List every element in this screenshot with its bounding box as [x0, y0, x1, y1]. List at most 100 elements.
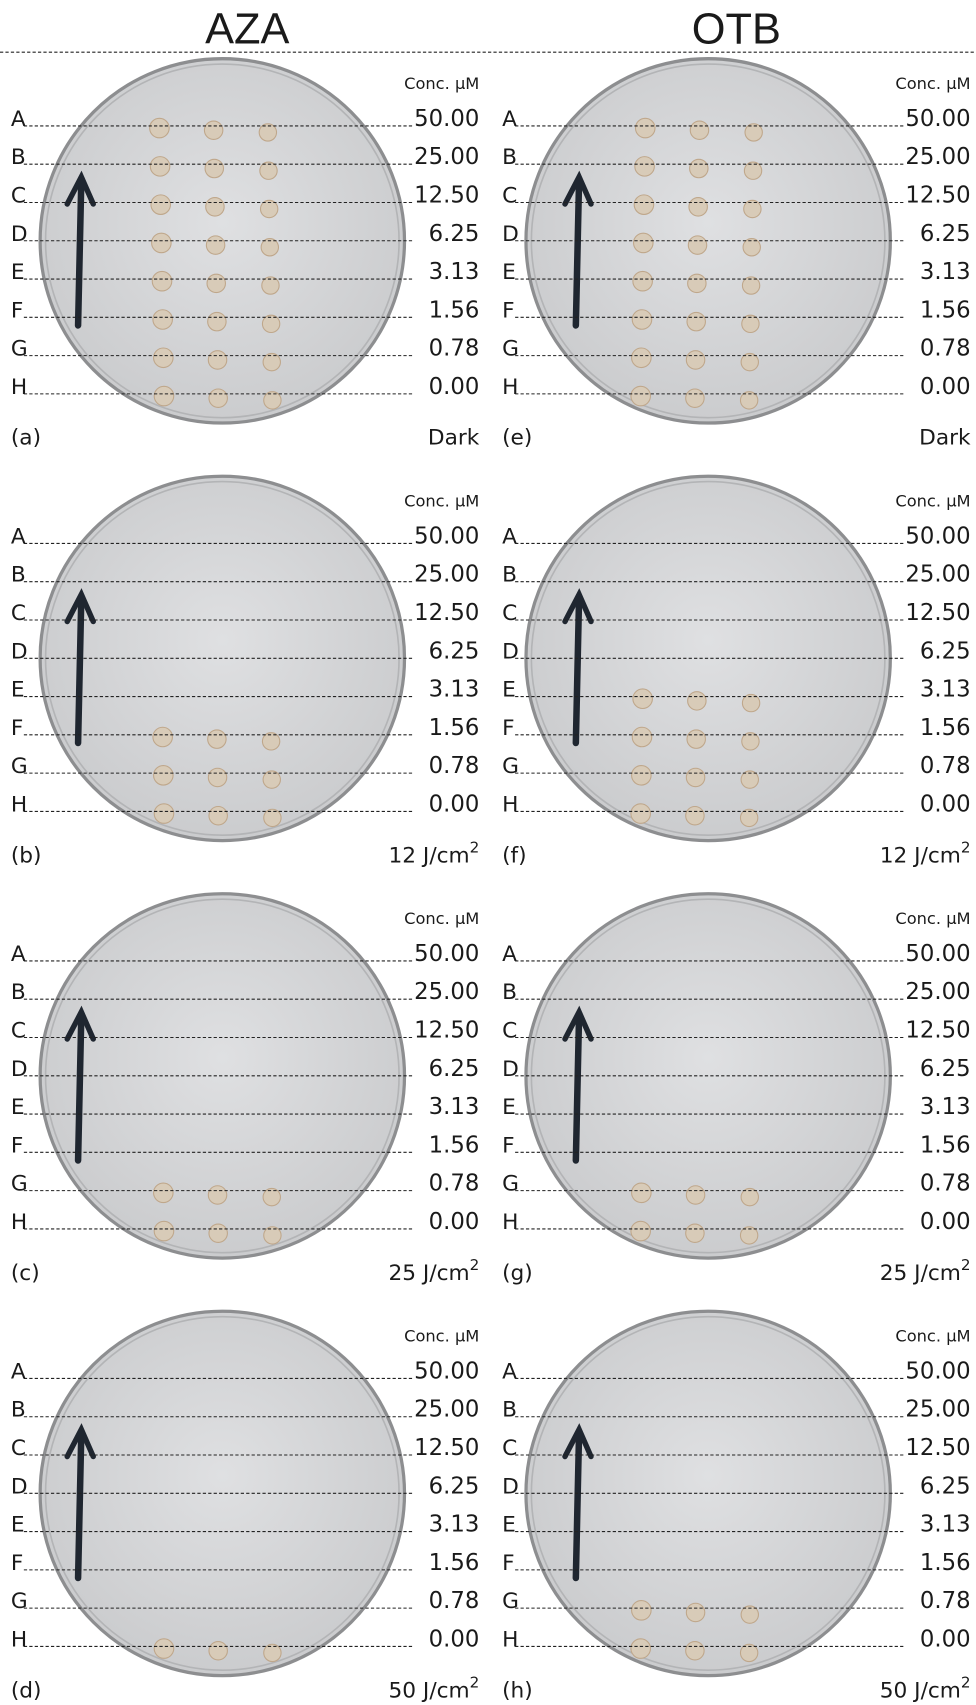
concentration: 3.13: [429, 1094, 480, 1120]
row-label: G: [11, 1172, 28, 1197]
panel-label: (e): [502, 426, 532, 451]
concentration: 25.00: [414, 1397, 479, 1423]
row-label: A: [11, 107, 26, 132]
row-label: E: [11, 260, 25, 285]
concentration: 0.78: [429, 336, 480, 362]
panel: Conc. µMA50.00B25.00C12.50D6.25E3.13F1.5…: [502, 476, 970, 868]
colony: [631, 386, 651, 406]
concentration: 3.13: [429, 1512, 480, 1538]
concentration: 6.25: [429, 1056, 480, 1082]
concentration: 25.00: [414, 144, 479, 170]
concentration: 25.00: [414, 562, 479, 588]
colony: [153, 727, 173, 747]
colony: [208, 312, 226, 330]
concentration: 0.00: [429, 374, 480, 400]
colony: [688, 692, 706, 710]
colony: [690, 121, 708, 139]
concentration: 6.25: [920, 1473, 971, 1499]
condition-superscript: 2: [470, 1674, 480, 1692]
colony: [207, 274, 225, 292]
colony: [686, 389, 704, 407]
row-label: H: [502, 375, 518, 400]
concentration: 1.56: [429, 1132, 480, 1158]
colony: [689, 198, 707, 216]
colony: [633, 271, 653, 291]
panel-label: (f): [502, 843, 527, 868]
colony: [154, 766, 174, 786]
colony: [208, 1186, 226, 1204]
row-label: G: [502, 1589, 519, 1614]
row-label: A: [502, 524, 517, 549]
condition: Dark: [428, 426, 480, 451]
colony: [688, 274, 706, 292]
concentration: 25.00: [905, 144, 970, 170]
colony: [152, 271, 172, 291]
colony: [152, 233, 172, 253]
concentration: 1.56: [920, 715, 971, 741]
concentration: 12.50: [905, 1435, 970, 1461]
marker-arrow: [78, 1014, 81, 1160]
row-label: F: [11, 716, 23, 741]
concentration: 50.00: [905, 1358, 970, 1384]
colony: [686, 1603, 704, 1621]
row-label: B: [502, 1398, 517, 1423]
concentration: 3.13: [920, 259, 971, 285]
colony: [635, 157, 655, 177]
panel: Conc. µMA50.00B25.00C12.50D6.25E3.13F1.5…: [502, 894, 970, 1286]
colony: [632, 766, 652, 786]
condition-text: Dark: [428, 426, 480, 451]
condition: Dark: [919, 426, 971, 451]
concentration: 6.25: [920, 638, 971, 664]
row-label: D: [11, 639, 28, 664]
condition: 50 J/cm2: [388, 1674, 479, 1704]
concentration: 0.00: [920, 374, 971, 400]
concentration: 50.00: [414, 106, 479, 132]
row-label: E: [11, 678, 25, 703]
row-label: C: [11, 183, 26, 208]
concentration: 3.13: [920, 1094, 971, 1120]
row-label: B: [11, 145, 26, 170]
row-label: D: [11, 1474, 28, 1499]
row-label: C: [502, 1019, 517, 1044]
concentration: 12.50: [905, 182, 970, 208]
marker-arrow: [78, 597, 81, 743]
row-label: A: [502, 107, 517, 132]
row-label: A: [502, 942, 517, 967]
row-label: D: [502, 1057, 519, 1082]
colony: [686, 1186, 704, 1204]
colony: [632, 1601, 652, 1621]
panel: Conc. µMA50.00B25.00C12.50D6.25E3.13F1.5…: [11, 1311, 479, 1703]
colony: [150, 118, 170, 138]
condition: 50 J/cm2: [880, 1674, 971, 1704]
concentration: 3.13: [920, 677, 971, 703]
row-label: H: [502, 1210, 518, 1235]
condition-text: 50 J/cm: [388, 1678, 469, 1703]
concentration: 1.56: [920, 297, 971, 323]
colony: [264, 1227, 281, 1244]
row-label: C: [502, 601, 517, 626]
condition-text: 12 J/cm: [880, 843, 961, 868]
row-label: F: [502, 1551, 514, 1576]
concentration: 0.78: [429, 1588, 480, 1614]
row-label: E: [502, 1095, 516, 1120]
colony: [263, 353, 280, 370]
colony: [209, 389, 227, 407]
colony: [686, 768, 704, 786]
concentration: 6.25: [429, 638, 480, 664]
row-label: E: [502, 678, 516, 703]
panel-label: (d): [11, 1678, 42, 1703]
colony: [151, 195, 171, 215]
colony: [154, 804, 174, 824]
panel: Conc. µMA50.00B25.00C12.50D6.25E3.13F1.5…: [502, 59, 971, 451]
row-label: H: [502, 792, 518, 817]
concentration: 1.56: [920, 1550, 971, 1576]
colony: [264, 1644, 281, 1661]
concentration: 25.00: [905, 979, 970, 1005]
panel-label: (a): [11, 426, 41, 451]
colony: [632, 348, 652, 368]
row-label: E: [11, 1095, 25, 1120]
conc-header: Conc. µM: [404, 492, 479, 511]
concentration: 12.50: [414, 182, 479, 208]
